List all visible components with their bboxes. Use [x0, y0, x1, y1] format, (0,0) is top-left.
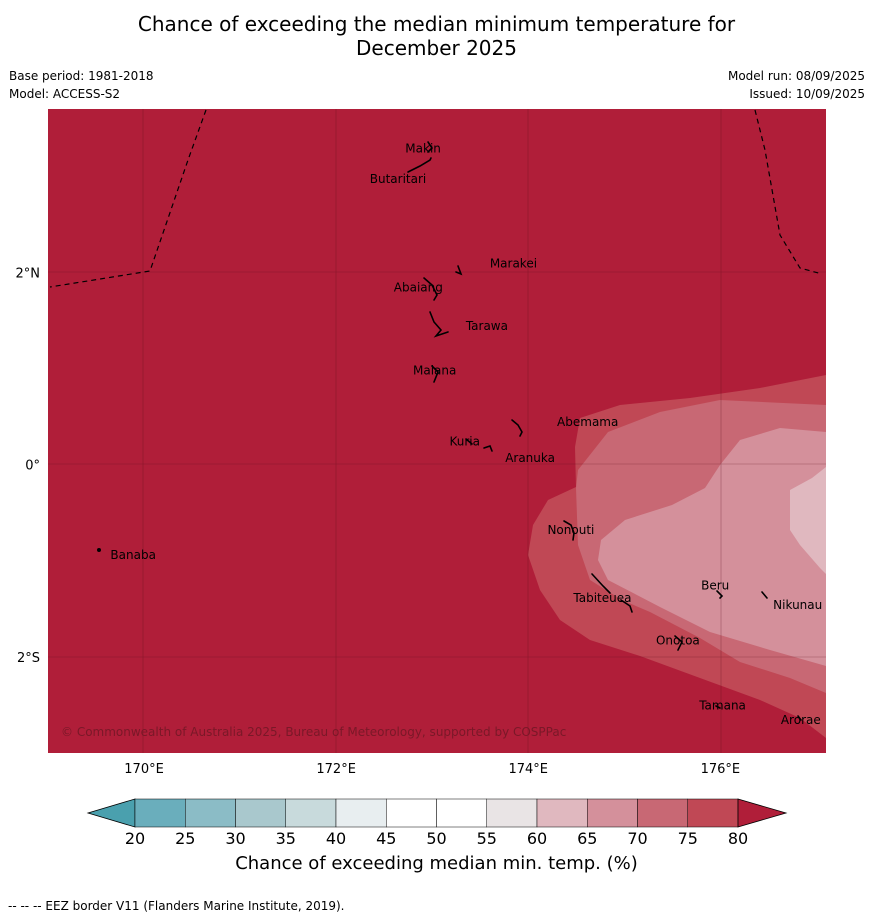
colorbar-swatch: [687, 798, 739, 828]
colorbar-tick-label: 80: [728, 829, 748, 848]
island-label-maiana: Maiana: [413, 363, 456, 377]
chart-title: Chance of exceeding the median minimum t…: [0, 12, 873, 60]
map-gridlines: [48, 109, 826, 753]
colorbar-tick-label: 55: [477, 829, 497, 848]
map-panel: Makin Butaritari Marakei Abaiang Tarawa Maian…: [48, 109, 826, 753]
colorbar-tick-label: 70: [627, 829, 647, 848]
base-period-text: Base period: 1981-2018: [9, 69, 154, 83]
colorbar-over-arrow: [737, 798, 788, 828]
contour-band-55-60: [790, 467, 826, 574]
colorbar-swatch: [536, 798, 588, 828]
colorbar-tick-label: 30: [225, 829, 245, 848]
colorbar-swatch: [285, 798, 337, 828]
eez-border: [49, 109, 823, 288]
colorbar-swatch: [235, 798, 286, 828]
lon-tick-label: 170°E: [124, 762, 164, 777]
forecast-map: Makin Butaritari Marakei Abaiang Tarawa Maian…: [16, 109, 826, 848]
island-label-abaiang: Abaiang: [394, 281, 443, 295]
island-label-tabiteuea: Tabiteuea: [572, 591, 631, 605]
axis-tick-labels: 170°E 172°E 174°E 176°E 2°N 0° 2°S: [16, 266, 741, 777]
colorbar-label: Chance of exceeding median min. temp. (%…: [235, 853, 638, 874]
island-label-nikunau: Nikunau: [773, 598, 822, 612]
colorbar-tick-label: 35: [276, 829, 296, 848]
island-label-kuria: Kuria: [449, 434, 480, 448]
meta-left: Base period: 1981-2018 Model: ACCESS-S2: [9, 67, 154, 103]
colorbar-tick-label: 45: [376, 829, 396, 848]
island-label-arorae: Arorae: [781, 713, 821, 727]
island-label-tamana: Tamana: [698, 699, 746, 713]
colorbar-swatch: [386, 798, 437, 828]
island-label-beru: Beru: [701, 579, 729, 593]
lat-tick-label: 2°S: [17, 651, 40, 666]
island-label-nonouti: Nonouti: [547, 523, 594, 537]
copyright-text: © Commonwealth of Australia 2025, Bureau…: [61, 725, 566, 739]
colorbar-tick-label: 20: [125, 829, 145, 848]
island-label-butaritari: Butaritari: [370, 172, 427, 186]
island-outlines: [97, 141, 802, 721]
colorbar-tick-label: 65: [577, 829, 597, 848]
island-label-abemama: Abemama: [557, 415, 618, 429]
model-text: Model: ACCESS-S2: [9, 87, 121, 101]
colorbar-swatch: [134, 798, 186, 828]
colorbar-swatch: [436, 798, 487, 828]
contour-band-60-65: [598, 428, 826, 666]
island-label-marakei: Marakei: [490, 257, 537, 271]
issued-text: Issued: 10/09/2025: [749, 87, 865, 101]
title-line-2: December 2025: [356, 36, 517, 60]
colorbar-swatch: [587, 798, 638, 828]
colorbar-under-arrow: [86, 798, 136, 828]
title-line-1: Chance of exceeding the median minimum t…: [137, 12, 736, 36]
model-run-text: Model run: 08/09/2025: [727, 69, 865, 83]
lon-tick-label: 174°E: [508, 762, 548, 777]
island-label-banaba: Banaba: [110, 548, 156, 562]
island-label-aranuka: Aranuka: [505, 451, 555, 465]
meta-right: Model run: 08/09/2025 Issued: 10/09/2025: [728, 67, 865, 103]
island-label-tarawa: Tarawa: [465, 319, 508, 333]
colorbar-tick-label: 25: [175, 829, 195, 848]
eez-footnote: -- -- -- EEZ border V11 (Flanders Marine…: [8, 899, 345, 913]
colorbar-swatch: [486, 798, 538, 828]
colorbar-tick-label: 50: [426, 829, 446, 848]
island-label-onotoa: Onotoa: [656, 633, 700, 647]
island-labels: Makin Butaritari Marakei Abaiang Tarawa Maian…: [110, 141, 822, 727]
lon-tick-label: 176°E: [701, 762, 741, 777]
colorbar-tick-label: 75: [678, 829, 698, 848]
colorbar-swatch: [637, 798, 688, 828]
colorbar-swatch: [335, 798, 387, 828]
lat-tick-label: 2°N: [16, 266, 41, 281]
colorbar-swatch: [185, 798, 236, 828]
lon-tick-label: 172°E: [316, 762, 356, 777]
colorbar-tick-label: 40: [326, 829, 346, 848]
colorbar-tick-label: 60: [527, 829, 547, 848]
lat-tick-label: 0°: [25, 459, 40, 474]
island-label-makin: Makin: [405, 141, 441, 155]
colorbar: 20 25 30 35 40 45 50 55 60 65 70 75 80: [86, 798, 788, 848]
